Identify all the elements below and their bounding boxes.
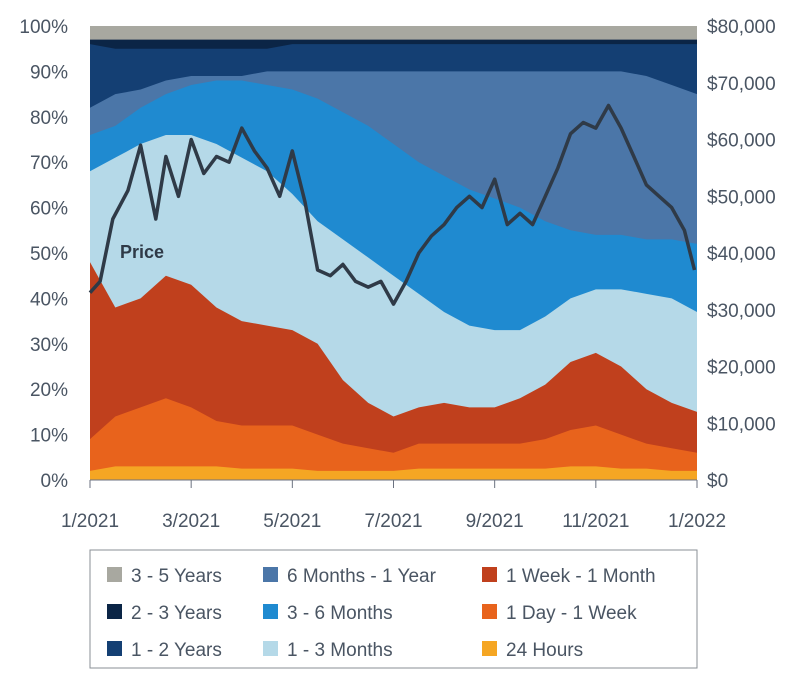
legend-label-6-months-1-year: 6 Months - 1 Year (287, 566, 437, 587)
legend-label-1-day-1-week: 1 Day - 1 Week (506, 603, 637, 624)
x-tick-label: 1/2021 (61, 511, 119, 532)
legend-label-1-3-months: 1 - 3 Months (287, 640, 393, 661)
y-left-tick-label: 100% (19, 17, 68, 38)
y-right-tick-label: $20,000 (707, 358, 776, 379)
price-label: Price (120, 242, 164, 262)
y-right-tick-label: $80,000 (707, 17, 776, 38)
y-left-tick-label: 70% (30, 153, 68, 174)
legend-swatch-24-hours (482, 641, 497, 656)
x-axis: 1/2021 3/2021 5/2021 7/2021 9/2021 11/2021 1/2… (61, 479, 726, 532)
legend-swatch-2-3-years (107, 604, 122, 619)
legend: 3 - 5 Years 6 Months - 1 Year 1 Week - 1 M… (89, 549, 698, 669)
y-left-tick-label: 40% (30, 289, 68, 310)
area-series-group (90, 26, 697, 481)
y-right-tick-label: $70,000 (707, 74, 776, 95)
legend-swatch-1-2-years (107, 641, 122, 656)
y-left-tick-label: 50% (30, 244, 68, 265)
legend-swatch-6-months-1-year (263, 567, 278, 582)
legend-label-2-3-years: 2 - 3 Years (131, 603, 222, 624)
y-right-tick-label: $40,000 (707, 244, 776, 265)
legend-label-3-6-months: 3 - 6 Months (287, 603, 393, 624)
y-right-tick-label: $0 (707, 471, 728, 492)
y-left-tick-label: 90% (30, 62, 68, 83)
legend-swatch-1-3-months (263, 641, 278, 656)
price-line (88, 103, 697, 306)
y-right-tick-label: $10,000 (707, 414, 776, 435)
area-24-hours (90, 466, 697, 480)
y-left-tick-label: 10% (30, 426, 68, 447)
legend-swatch-3-5-years (107, 567, 122, 582)
y-left-tick-label: 30% (30, 335, 68, 356)
legend-box (89, 549, 698, 669)
x-tick-label: 5/2021 (263, 511, 321, 532)
right-axis: $0 $10,000 $20,000 $30,000 $40,000 $50,000 $60… (707, 17, 776, 492)
legend-label-1-week-1-month: 1 Week - 1 Month (506, 566, 656, 587)
x-tick-label: 7/2021 (364, 511, 422, 532)
y-left-tick-label: 60% (30, 199, 68, 220)
x-tick-label: 3/2021 (162, 511, 220, 532)
legend-label-1-2-years: 1 - 2 Years (131, 640, 222, 661)
area-1-day-1-week (90, 398, 697, 480)
legend-label-24-hours: 24 Hours (506, 640, 583, 661)
legend-label-3-5-years: 3 - 5 Years (131, 566, 222, 587)
y-right-tick-label: $50,000 (707, 187, 776, 208)
y-left-tick-label: 20% (30, 380, 68, 401)
y-left-tick-label: 80% (30, 108, 68, 129)
legend-swatch-3-6-months (263, 604, 278, 619)
left-axis: 0% 10% 20% 30% 40% 50% 60% 70% 80% 90% 100% (19, 17, 68, 492)
legend-swatch-1-week-1-month (482, 567, 497, 582)
legend-swatch-1-day-1-week (482, 604, 497, 619)
x-tick-label: 1/2022 (668, 511, 726, 532)
y-right-tick-label: $60,000 (707, 131, 776, 152)
x-tick-label: 9/2021 (466, 511, 524, 532)
y-right-tick-label: $30,000 (707, 301, 776, 322)
x-tick-label: 11/2021 (562, 511, 629, 532)
y-left-tick-label: 0% (41, 471, 69, 492)
price-line-group: Price (88, 103, 697, 306)
